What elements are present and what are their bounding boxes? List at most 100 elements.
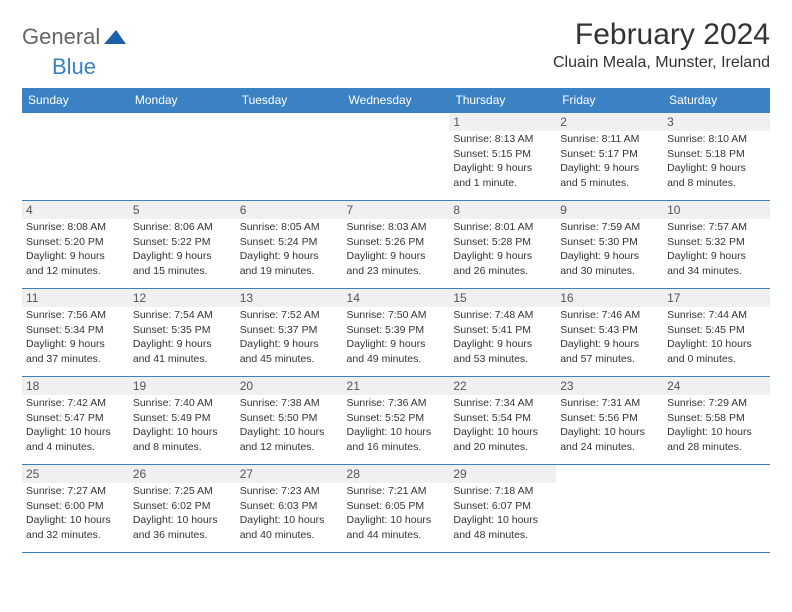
day-number: 24 [663,377,770,395]
sunset-text: Sunset: 6:07 PM [453,500,552,514]
daylight2-text: and 30 minutes. [560,265,659,279]
sunset-text: Sunset: 6:02 PM [133,500,232,514]
sunrise-text: Sunrise: 7:23 AM [240,485,339,499]
daylight2-text: and 12 minutes. [240,441,339,455]
day-number: 3 [663,113,770,131]
day-details: Sunrise: 7:52 AMSunset: 5:37 PMDaylight:… [240,309,339,367]
day-cell [663,465,770,553]
sunrise-text: Sunrise: 8:01 AM [453,221,552,235]
daylight2-text: and 41 minutes. [133,353,232,367]
sunset-text: Sunset: 5:47 PM [26,412,125,426]
daylight1-text: Daylight: 9 hours [453,250,552,264]
daylight2-text: and 0 minutes. [667,353,766,367]
day-number: 22 [449,377,556,395]
day-details: Sunrise: 7:29 AMSunset: 5:58 PMDaylight:… [667,397,766,455]
day-cell [556,465,663,553]
day-header: Thursday [449,88,556,113]
sunrise-text: Sunrise: 8:03 AM [347,221,446,235]
day-header-row: Sunday Monday Tuesday Wednesday Thursday… [22,88,770,113]
sunrise-text: Sunrise: 7:31 AM [560,397,659,411]
daylight1-text: Daylight: 9 hours [347,250,446,264]
day-details: Sunrise: 7:23 AMSunset: 6:03 PMDaylight:… [240,485,339,543]
daylight1-text: Daylight: 10 hours [560,426,659,440]
daylight1-text: Daylight: 10 hours [240,426,339,440]
daylight1-text: Daylight: 10 hours [26,426,125,440]
daylight2-text: and 49 minutes. [347,353,446,367]
sunrise-text: Sunrise: 7:56 AM [26,309,125,323]
day-number: 6 [236,201,343,219]
day-cell: 5Sunrise: 8:06 AMSunset: 5:22 PMDaylight… [129,201,236,289]
sunset-text: Sunset: 6:03 PM [240,500,339,514]
sunrise-text: Sunrise: 7:57 AM [667,221,766,235]
day-cell: 27Sunrise: 7:23 AMSunset: 6:03 PMDayligh… [236,465,343,553]
sunrise-text: Sunrise: 7:48 AM [453,309,552,323]
daylight1-text: Daylight: 9 hours [347,338,446,352]
sunrise-text: Sunrise: 7:36 AM [347,397,446,411]
day-details: Sunrise: 7:48 AMSunset: 5:41 PMDaylight:… [453,309,552,367]
sunset-text: Sunset: 5:37 PM [240,324,339,338]
sunset-text: Sunset: 5:56 PM [560,412,659,426]
sunset-text: Sunset: 5:20 PM [26,236,125,250]
sunrise-text: Sunrise: 8:08 AM [26,221,125,235]
daylight2-text: and 45 minutes. [240,353,339,367]
day-number: 5 [129,201,236,219]
day-cell: 14Sunrise: 7:50 AMSunset: 5:39 PMDayligh… [343,289,450,377]
day-details: Sunrise: 7:34 AMSunset: 5:54 PMDaylight:… [453,397,552,455]
day-number: 29 [449,465,556,483]
sunrise-text: Sunrise: 8:06 AM [133,221,232,235]
daylight2-text: and 1 minute. [453,177,552,191]
daylight1-text: Daylight: 9 hours [133,338,232,352]
daylight1-text: Daylight: 9 hours [240,250,339,264]
day-header: Friday [556,88,663,113]
day-number: 16 [556,289,663,307]
daylight2-text: and 48 minutes. [453,529,552,543]
sunrise-text: Sunrise: 8:05 AM [240,221,339,235]
sunset-text: Sunset: 5:58 PM [667,412,766,426]
day-details: Sunrise: 7:38 AMSunset: 5:50 PMDaylight:… [240,397,339,455]
logo-text-blue: Blue [52,54,96,80]
day-details: Sunrise: 7:50 AMSunset: 5:39 PMDaylight:… [347,309,446,367]
sunset-text: Sunset: 5:41 PM [453,324,552,338]
day-header: Monday [129,88,236,113]
day-number: 17 [663,289,770,307]
sunset-text: Sunset: 5:50 PM [240,412,339,426]
day-number: 12 [129,289,236,307]
sunrise-text: Sunrise: 7:21 AM [347,485,446,499]
day-cell: 3Sunrise: 8:10 AMSunset: 5:18 PMDaylight… [663,113,770,201]
day-cell: 29Sunrise: 7:18 AMSunset: 6:07 PMDayligh… [449,465,556,553]
sunrise-text: Sunrise: 7:59 AM [560,221,659,235]
sunrise-text: Sunrise: 8:10 AM [667,133,766,147]
calendar-table: Sunday Monday Tuesday Wednesday Thursday… [22,88,770,553]
sunrise-text: Sunrise: 7:34 AM [453,397,552,411]
day-cell: 12Sunrise: 7:54 AMSunset: 5:35 PMDayligh… [129,289,236,377]
day-number: 8 [449,201,556,219]
day-details: Sunrise: 7:27 AMSunset: 6:00 PMDaylight:… [26,485,125,543]
week-row: 18Sunrise: 7:42 AMSunset: 5:47 PMDayligh… [22,377,770,465]
day-number: 2 [556,113,663,131]
daylight1-text: Daylight: 10 hours [347,514,446,528]
day-number: 4 [22,201,129,219]
day-number: 10 [663,201,770,219]
daylight1-text: Daylight: 10 hours [453,426,552,440]
daylight2-text: and 32 minutes. [26,529,125,543]
sunset-text: Sunset: 5:39 PM [347,324,446,338]
day-details: Sunrise: 8:01 AMSunset: 5:28 PMDaylight:… [453,221,552,279]
sunset-text: Sunset: 5:34 PM [26,324,125,338]
day-header: Wednesday [343,88,450,113]
sunset-text: Sunset: 5:26 PM [347,236,446,250]
daylight1-text: Daylight: 9 hours [560,338,659,352]
sunrise-text: Sunrise: 7:27 AM [26,485,125,499]
sunset-text: Sunset: 5:22 PM [133,236,232,250]
daylight1-text: Daylight: 9 hours [240,338,339,352]
sunset-text: Sunset: 6:00 PM [26,500,125,514]
logo: General [22,24,128,50]
day-cell: 8 Sunrise: 8:01 AMSunset: 5:28 PMDaylight… [449,201,556,289]
day-cell: 26Sunrise: 7:25 AMSunset: 6:02 PMDayligh… [129,465,236,553]
day-cell: 17Sunrise: 7:44 AMSunset: 5:45 PMDayligh… [663,289,770,377]
daylight2-text: and 5 minutes. [560,177,659,191]
day-number: 15 [449,289,556,307]
day-cell: 20Sunrise: 7:38 AMSunset: 5:50 PMDayligh… [236,377,343,465]
daylight1-text: Daylight: 9 hours [667,250,766,264]
day-number: 28 [343,465,450,483]
day-details: Sunrise: 7:25 AMSunset: 6:02 PMDaylight:… [133,485,232,543]
